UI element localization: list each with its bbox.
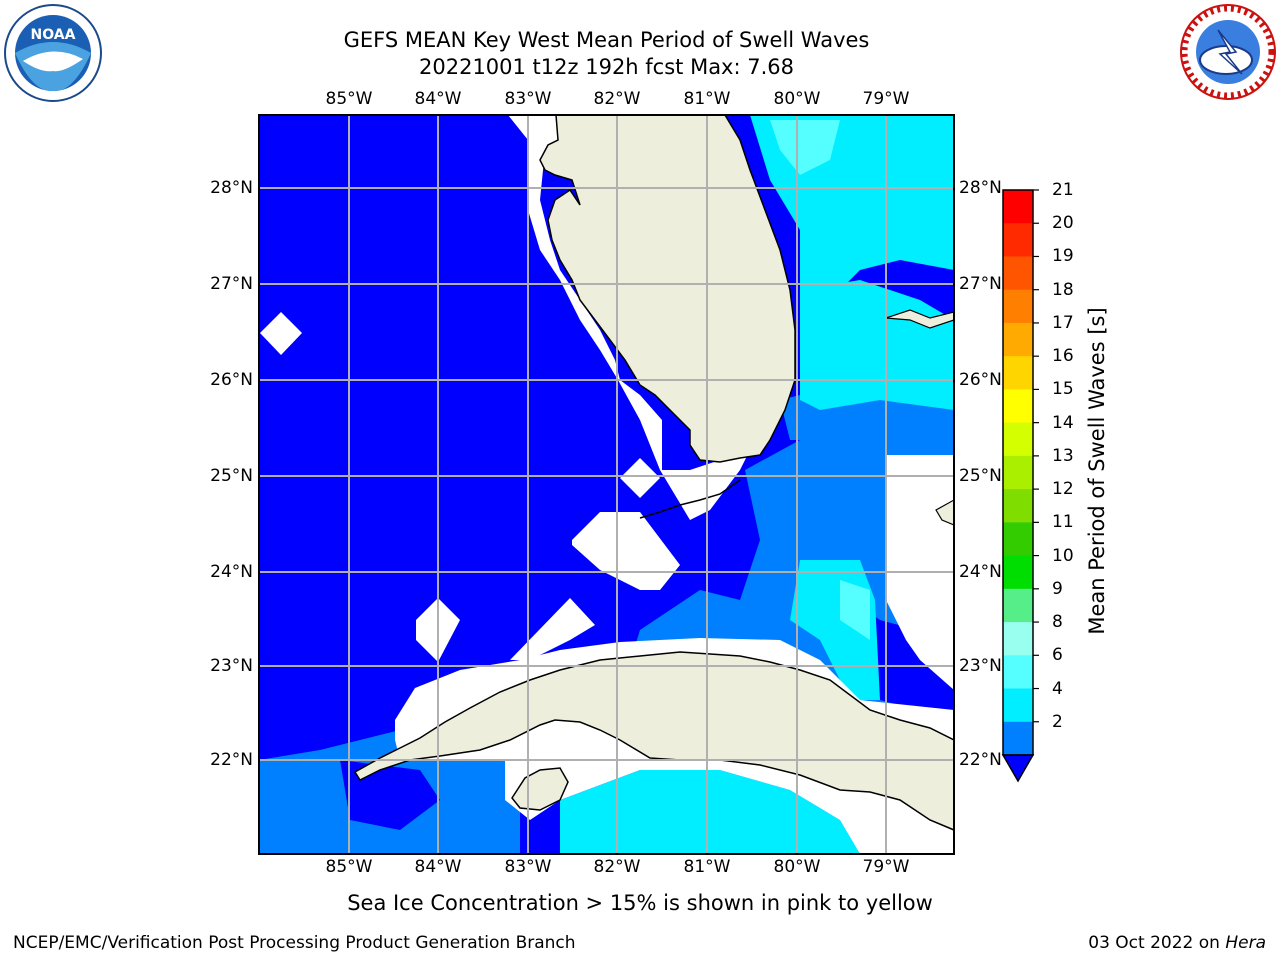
colorbar-tick-label: 19 xyxy=(1052,246,1074,267)
lon-label-bottom: 81°W xyxy=(683,857,731,877)
land-andros xyxy=(935,499,954,526)
lat-label-right: 22°N xyxy=(959,750,1002,770)
colorbar-segment xyxy=(1003,322,1033,357)
lon-label-bottom: 83°W xyxy=(504,857,552,877)
colorbar-segment xyxy=(1003,622,1033,656)
colorbar-segment xyxy=(1003,190,1033,224)
lon-label-top: 82°W xyxy=(593,89,641,109)
colorbar-tick-label: 11 xyxy=(1052,512,1074,533)
lon-label-top: 85°W xyxy=(325,89,373,109)
lat-label-left: 28°N xyxy=(210,178,253,198)
footer-date-text: 03 Oct 2022 on xyxy=(1088,933,1226,953)
map-frame xyxy=(258,114,955,855)
colorbar xyxy=(1001,189,1039,783)
lat-label-left: 24°N xyxy=(210,562,253,582)
colorbar-segment xyxy=(1003,223,1033,257)
colorbar-segment xyxy=(1003,455,1033,490)
colorbar-segment xyxy=(1003,356,1033,390)
noaa-logo: NOAA xyxy=(4,4,102,102)
colorbar-segment xyxy=(1003,489,1033,523)
colorbar-segment xyxy=(1003,422,1033,457)
colorbar-tick-label: 20 xyxy=(1052,213,1074,234)
colorbar-tick-label: 16 xyxy=(1052,346,1074,367)
mask-patch-gulf xyxy=(260,312,302,355)
map-subtitle: 20221001 t12z 192h fcst Max: 7.68 xyxy=(419,55,794,79)
colorbar-segment xyxy=(1003,389,1033,424)
colorbar-tick-label: 18 xyxy=(1052,279,1074,300)
colorbar-frame xyxy=(1002,189,1034,756)
lon-label-bottom: 79°W xyxy=(862,857,910,877)
colorbar-tick-label: 15 xyxy=(1052,379,1074,400)
lat-label-right: 24°N xyxy=(959,562,1002,582)
colorbar-tick-label: 21 xyxy=(1052,180,1074,200)
contour-6-8s-south xyxy=(560,770,860,854)
colorbar-label: Mean Period of Swell Waves [s] xyxy=(1085,307,1109,635)
lat-label-left: 27°N xyxy=(210,274,253,294)
nearshore-mask-florida xyxy=(508,115,750,520)
lon-label-top: 80°W xyxy=(773,89,821,109)
land-isla-de-la-juventud xyxy=(511,767,569,811)
colorbar-tick-label: 4 xyxy=(1052,678,1063,699)
mask-patch-cuba-north xyxy=(510,598,595,660)
colorbar-segment xyxy=(1003,655,1033,690)
map-title: GEFS MEAN Key West Mean Period of Swell … xyxy=(343,28,870,52)
lat-label-right: 28°N xyxy=(959,178,1002,198)
colorbar-segment xyxy=(1003,688,1033,723)
colorbar-tick-label: 12 xyxy=(1052,479,1074,500)
lon-label-bottom: 82°W xyxy=(593,857,641,877)
lon-label-top: 84°W xyxy=(414,89,462,109)
lon-label-top: 79°W xyxy=(862,89,910,109)
lat-label-left: 25°N xyxy=(210,466,253,486)
colorbar-segment xyxy=(1003,721,1033,756)
colorbar-segment xyxy=(1003,256,1033,291)
nws-logo xyxy=(1180,4,1276,100)
colorbar-tick-label: 2 xyxy=(1052,711,1063,732)
noaa-logo-text: NOAA xyxy=(31,27,76,43)
footer-host: Hera xyxy=(1225,933,1266,953)
footer-date: 03 Oct 2022 on Hera xyxy=(1088,933,1266,953)
colorbar-tick-label: 8 xyxy=(1052,612,1063,633)
contour-8-9s-straits xyxy=(840,580,870,640)
sea-ice-caption: Sea Ice Concentration > 15% is shown in … xyxy=(347,891,933,915)
colorbar-tick-label: 14 xyxy=(1052,412,1074,433)
mask-patch-keys xyxy=(620,458,660,498)
land-florida xyxy=(539,115,796,463)
colorbar-tick-label: 6 xyxy=(1052,645,1063,666)
lat-label-left: 23°N xyxy=(210,656,253,676)
lat-label-left: 26°N xyxy=(210,370,253,390)
lat-label-right: 27°N xyxy=(959,274,1002,294)
lon-label-top: 83°W xyxy=(504,89,552,109)
lat-label-left: 22°N xyxy=(210,750,253,770)
colorbar-tick-label: 17 xyxy=(1052,312,1074,333)
colorbar-tick-label: 10 xyxy=(1052,545,1074,566)
contour-8-9s-patch xyxy=(770,120,840,175)
lat-label-right: 25°N xyxy=(959,466,1002,486)
florida-keys xyxy=(639,479,741,519)
colorbar-segment xyxy=(1003,289,1033,324)
colorbar-segment xyxy=(1003,588,1033,623)
lon-label-bottom: 84°W xyxy=(414,857,462,877)
colorbar-tick-label: 13 xyxy=(1052,445,1074,466)
lon-label-bottom: 80°W xyxy=(773,857,821,877)
mask-patch-tortugas xyxy=(572,512,680,590)
colorbar-under-extension xyxy=(1001,754,1035,783)
colorbar-segment xyxy=(1003,522,1033,557)
lat-label-right: 23°N xyxy=(959,656,1002,676)
lon-label-top: 81°W xyxy=(683,89,731,109)
graticule xyxy=(259,115,954,854)
colorbar-segment xyxy=(1003,555,1033,590)
land-grand-bahama xyxy=(885,309,954,329)
lon-label-bottom: 85°W xyxy=(325,857,373,877)
colorbar-tick-label: 9 xyxy=(1052,578,1063,599)
footer-branch: NCEP/EMC/Verification Post Processing Pr… xyxy=(13,933,576,953)
colorbar-tick-labels: 21 20 19 18 17 16 15 14 13 12 11 10 9 8 6 4 2 xyxy=(1052,180,1092,780)
lat-label-right: 26°N xyxy=(959,370,1002,390)
land-cuba xyxy=(353,651,954,831)
